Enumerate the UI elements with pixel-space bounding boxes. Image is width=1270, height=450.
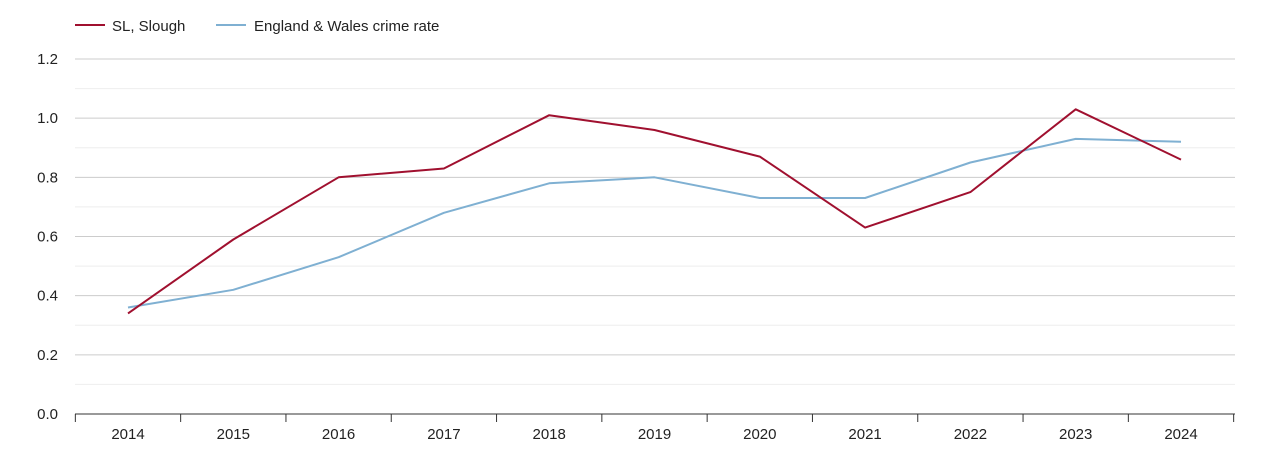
x-tick-label: 2015 — [217, 426, 250, 443]
x-tick-label: 2024 — [1164, 426, 1197, 443]
legend: SL, Slough England & Wales crime rate — [75, 18, 439, 35]
series-line-england-wales — [127, 137, 1182, 309]
x-tick-label: 2017 — [427, 426, 460, 443]
x-tick-label: 2023 — [1059, 426, 1092, 443]
series-group — [127, 108, 1182, 315]
y-tick-label: 0.8 — [37, 169, 58, 186]
x-tick-label: 2022 — [954, 426, 987, 443]
legend-label: SL, Slough — [112, 18, 185, 35]
y-tick-label: 0.2 — [37, 347, 58, 364]
x-tick-label: 2020 — [743, 426, 776, 443]
series-line-slough — [127, 108, 1182, 315]
x-tick-label: 2014 — [111, 426, 144, 443]
x-axis: 2014 2015 2016 2017 2018 2019 2020 2021 2022 2023… — [74, 413, 1235, 443]
y-axis: 0.0 0.2 0.4 0.6 0.8 1.0 1.2 — [37, 51, 58, 423]
x-tick-label: 2019 — [638, 426, 671, 443]
gridlines — [75, 58, 1235, 385]
y-tick-label: 0.6 — [37, 229, 58, 246]
y-tick-label: 0.4 — [37, 288, 58, 305]
x-tick-label: 2021 — [848, 426, 881, 443]
y-tick-label: 0.0 — [37, 406, 58, 423]
x-tick-label: 2018 — [533, 426, 566, 443]
y-tick-label: 1.0 — [37, 110, 58, 127]
legend-label: England & Wales crime rate — [254, 18, 439, 35]
y-tick-label: 1.2 — [37, 51, 58, 68]
x-tick-label: 2016 — [322, 426, 355, 443]
